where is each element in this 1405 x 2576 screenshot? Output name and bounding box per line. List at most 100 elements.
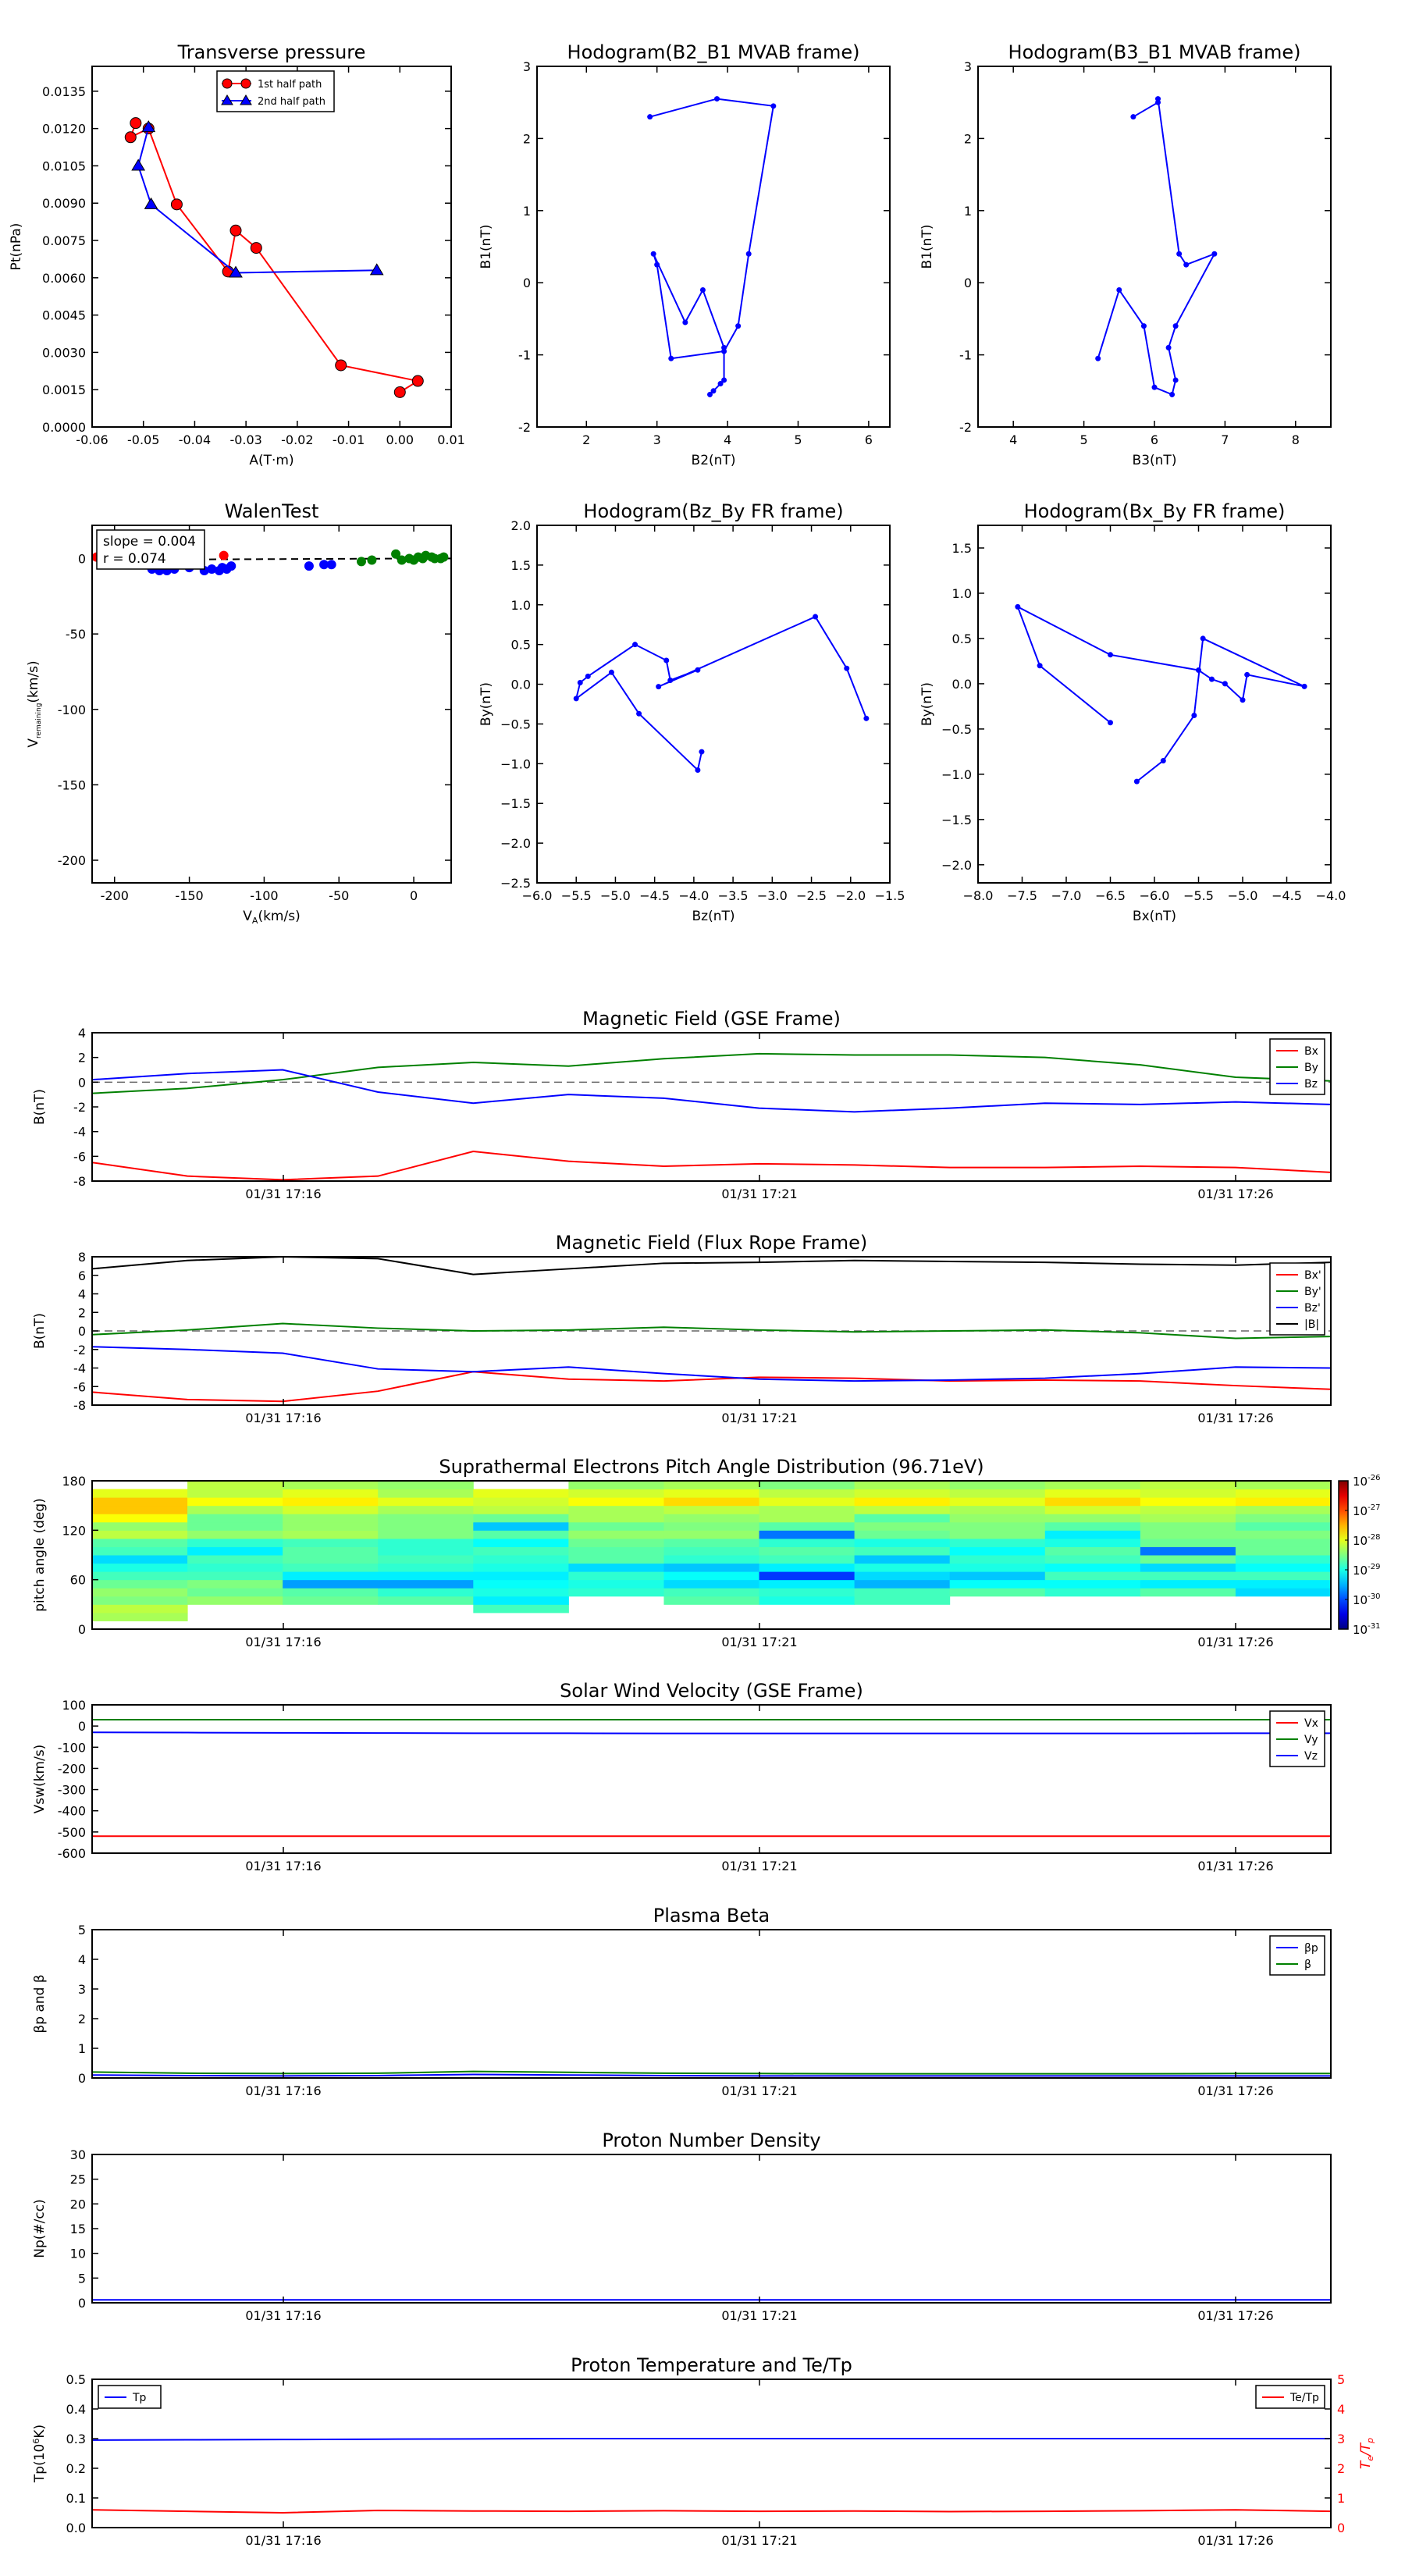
heatmap-cell: [92, 1497, 188, 1507]
data-point: [721, 344, 727, 350]
y-axis-label-right: Te/Tp: [1358, 2438, 1375, 2469]
y-tick-label: 0: [78, 2296, 86, 2311]
data-point: [367, 555, 377, 565]
plot-frame: [977, 66, 1332, 428]
heatmap-cell: [1140, 1588, 1236, 1597]
data-point: [668, 355, 674, 361]
plot-area: [92, 1052, 1331, 1181]
data-point: [1095, 355, 1101, 361]
heatmap-cell: [283, 1514, 379, 1523]
heatmap-cell: [1044, 1514, 1141, 1523]
data-point: [141, 120, 156, 133]
y-tick-label: -6: [73, 1149, 86, 1164]
y-tick-label: 0.0060: [42, 271, 86, 286]
y-tick-label: 1.0: [511, 598, 531, 613]
data-point: [745, 251, 752, 257]
data-point: [1240, 697, 1246, 703]
x-tick-label: -0.03: [229, 432, 261, 447]
data-point: [335, 359, 347, 372]
heatmap-cell: [92, 1604, 188, 1614]
legend-label: Te/Tp: [1289, 2392, 1319, 2404]
heatmap-cell: [854, 1546, 951, 1556]
legend-marker: [240, 94, 252, 105]
plot-frame: [91, 1032, 1332, 1182]
series-line: [129, 123, 420, 393]
x-tick-label: 01/31 17:16: [245, 1859, 321, 1873]
heatmap-cell: [663, 1505, 760, 1514]
y-axis-label: B(nT): [32, 1313, 48, 1349]
plot-area: [92, 1719, 1331, 1838]
plot-area: [1015, 603, 1307, 785]
heatmap-cell: [283, 1497, 379, 1507]
x-tick-label: 4: [724, 432, 731, 447]
y-tick-label: -1: [518, 348, 531, 363]
heatmap-cell: [949, 1497, 1046, 1507]
heatmap-cell: [283, 1481, 379, 1490]
data-point: [1116, 286, 1122, 293]
heatmap-cell: [854, 1571, 951, 1581]
heatmap-cell: [568, 1505, 664, 1514]
heatmap-cell: [568, 1538, 664, 1547]
heatmap-cell: [949, 1521, 1046, 1531]
legend-box: [1269, 1935, 1325, 1976]
series-line: [92, 1731, 1331, 1735]
heatmap-cell: [949, 1505, 1046, 1514]
heatmap-cell: [949, 1571, 1046, 1581]
colorbar-tick-exp: -28: [1368, 1533, 1380, 1542]
heatmap-cell: [854, 1596, 951, 1605]
heatmap-cell: [949, 1546, 1046, 1556]
colorbar-tick-label: 10-30: [1353, 1592, 1380, 1607]
x-tick-label: 01/31 17:21: [721, 2083, 797, 2098]
x-axis-label-unit: (km/s): [258, 909, 300, 924]
heatmap-cell: [473, 1555, 569, 1564]
data-point: [1191, 712, 1197, 718]
x-tick-label: 01/31 17:26: [1197, 1859, 1273, 1873]
panel-h1: Hodogram(B2_B1 MVAB frame) 2 3 4 5 6 -2 -1 0 1 2 3 B…: [478, 41, 891, 468]
data-point: [170, 198, 183, 211]
heatmap-cell: [663, 1530, 760, 1539]
heatmap-cell: [1235, 1579, 1332, 1589]
heatmap-cell: [759, 1497, 855, 1507]
heatmap-cell: [1140, 1530, 1236, 1539]
data-point: [717, 381, 724, 387]
series-line: [574, 615, 867, 772]
x-tick-label: −6.0: [522, 888, 553, 903]
y-tick-label: 1: [523, 204, 531, 219]
heatmap-cell: [92, 1546, 188, 1556]
y-tick-label: 2: [78, 1051, 86, 1066]
series-line: [92, 1371, 1331, 1403]
y-axis-label: /T: [1358, 2442, 1374, 2457]
y-tick-label: 3: [523, 59, 531, 74]
chart-title: Plasma Beta: [653, 1905, 770, 1927]
y-tick-label: -8: [73, 1398, 86, 1413]
data-point: [1183, 262, 1190, 268]
heatmap-cell: [759, 1521, 855, 1531]
x-tick-label: −4.0: [678, 888, 709, 903]
y-tick-label: 0.3: [66, 2432, 86, 2446]
data-point: [577, 680, 583, 686]
x-tick-label: -100: [250, 888, 278, 903]
heatmap-cell: [1044, 1563, 1141, 1572]
y-tick-label: 0: [78, 1622, 86, 1637]
heatmap-cell: [854, 1579, 951, 1589]
data-point: [1222, 681, 1228, 687]
heatmap-cell: [1235, 1481, 1332, 1490]
heatmap-cell: [378, 1497, 474, 1507]
heatmap-cell: [283, 1538, 379, 1547]
panel-temp: Proton Temperature and Te/Tp 01/31 17:16 0…: [31, 2354, 1375, 2548]
y-tick-label: -4: [73, 1125, 86, 1140]
y-tick-label: -200: [58, 1761, 86, 1776]
heatmap-cell: [854, 1530, 951, 1539]
legend-label: By: [1304, 1062, 1318, 1074]
data-point: [667, 677, 674, 683]
heatmap-cell: [1044, 1505, 1141, 1514]
legend-label: |B|: [1304, 1318, 1319, 1331]
data-point: [654, 262, 660, 268]
data-point: [319, 560, 329, 570]
data-point: [695, 767, 701, 773]
x-tick-label: 01/31 17:26: [1197, 2308, 1273, 2323]
y-tick-label: 0.1: [66, 2491, 86, 2506]
data-point: [1140, 323, 1147, 329]
heatmap-cell: [854, 1481, 951, 1490]
heatmap-cell: [283, 1489, 379, 1498]
